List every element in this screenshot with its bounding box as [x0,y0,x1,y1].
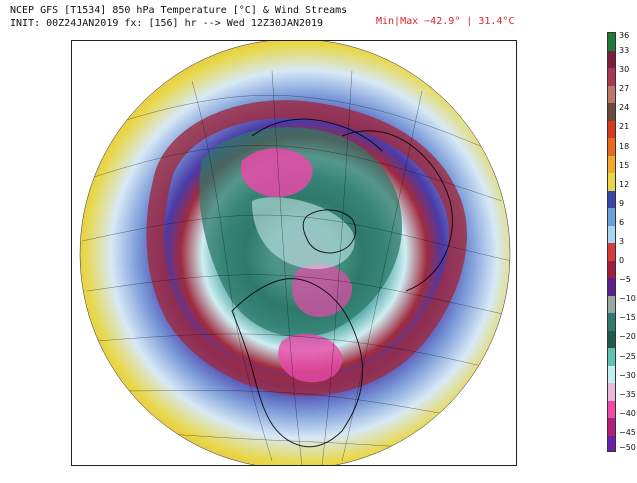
colorbar-tick-label: 24 [619,103,630,113]
colorbar-segment [608,173,615,191]
colorbar-tick-label: 9 [619,198,625,208]
colorbar-tick-label: −5 [619,275,631,285]
colorbar-segment [608,383,615,401]
coastline-europe-asia [341,130,453,292]
coastlines [231,118,453,448]
map-panel [71,40,517,466]
wind-stream [321,70,353,465]
colorbar-tick-label: −35 [619,389,636,399]
colorbar-segment [608,313,615,331]
colorbar-segment [608,278,615,296]
minmax-label: Min|Max −42.9° | 31.4°C [376,16,515,27]
colorbar-segment [608,365,615,384]
colorbar-segment [608,208,615,226]
colorbar-tick-label: 30 [619,65,630,75]
colorbar-segment [608,33,615,51]
colorbar-segment [608,155,615,174]
coastline-greenland [302,209,356,254]
colorbar-tick-label: 33 [619,46,630,56]
wind-stream [81,214,510,262]
colorbar-segment [608,190,615,209]
colorbar-segment [608,138,615,156]
colorbar-tick-label: −15 [619,313,636,323]
cold-pink-north [240,148,313,197]
coastline-russia [251,118,383,152]
colorbar-tick-label: 27 [619,84,630,94]
colorbar-segment [608,400,615,419]
colorbar-segment [608,68,615,86]
colorbar-tick-label: −25 [619,351,636,361]
colorbar-tick-label: 18 [619,141,630,151]
colorbar-segment [608,103,615,121]
colorbar-segment [608,295,615,314]
title-line: NCEP GFS [T1534] 850 hPa Temperature [°C… [10,5,348,16]
wind-stream [341,90,423,462]
temperature-map [72,41,516,465]
cold-pink-us [278,333,343,383]
colorbar-tick-label: 0 [619,256,625,266]
colorbar-segment [608,225,615,244]
colorbar-segment [608,243,615,261]
colorbar-segment [608,330,615,349]
wind-stream [91,95,493,152]
colorbar-segment [608,50,615,69]
wind-stream [96,333,503,372]
colorbar-tick-label: 15 [619,160,630,170]
wind-streams [81,70,510,465]
colorbar-segment [608,120,615,139]
colorbar-tick-label: −45 [619,427,636,437]
colorbar [607,32,616,452]
colorbar-segment [608,348,615,366]
colorbar-segment [608,435,615,451]
colorbar-ticks: 36 33 30 27 24 21 18 15 12 9 6 3 0 −5 −10 −15 −20 −25 −30−… [619,32,637,452]
colorbar-segment [608,418,615,436]
colorbar-tick-label: −50 [619,443,636,452]
colorbar-tick-label: 36 [619,31,630,40]
cold-band-ring [146,100,467,396]
colorbar-segment [608,85,615,104]
colorbar-tick-label: −40 [619,408,636,418]
colorbar-tick-label: 3 [619,237,625,246]
colorbar-tick-label: 21 [619,122,630,132]
colorbar-tick-label: 12 [619,179,630,189]
colorbar-tick-label: −20 [619,332,636,342]
colorbar-tick-label: −30 [619,370,636,380]
wind-stream [81,145,503,202]
wind-stream [191,80,273,462]
colorbar-tick-label: 6 [619,217,625,227]
colorbar-segment [608,260,615,279]
map-disc-border [79,41,511,465]
temperature-field [80,41,510,465]
colorbar-tick-label: −10 [619,294,636,304]
map-header: NCEP GFS [T1534] 850 hPa Temperature [°C… [10,4,570,30]
wind-stream [86,274,510,317]
wind-stream [111,390,483,422]
coastline-north-america [231,278,363,448]
wind-stream [271,70,303,465]
init-line: INIT: 00Z24JAN2019 fx: [156] hr --> Wed … [10,18,324,29]
